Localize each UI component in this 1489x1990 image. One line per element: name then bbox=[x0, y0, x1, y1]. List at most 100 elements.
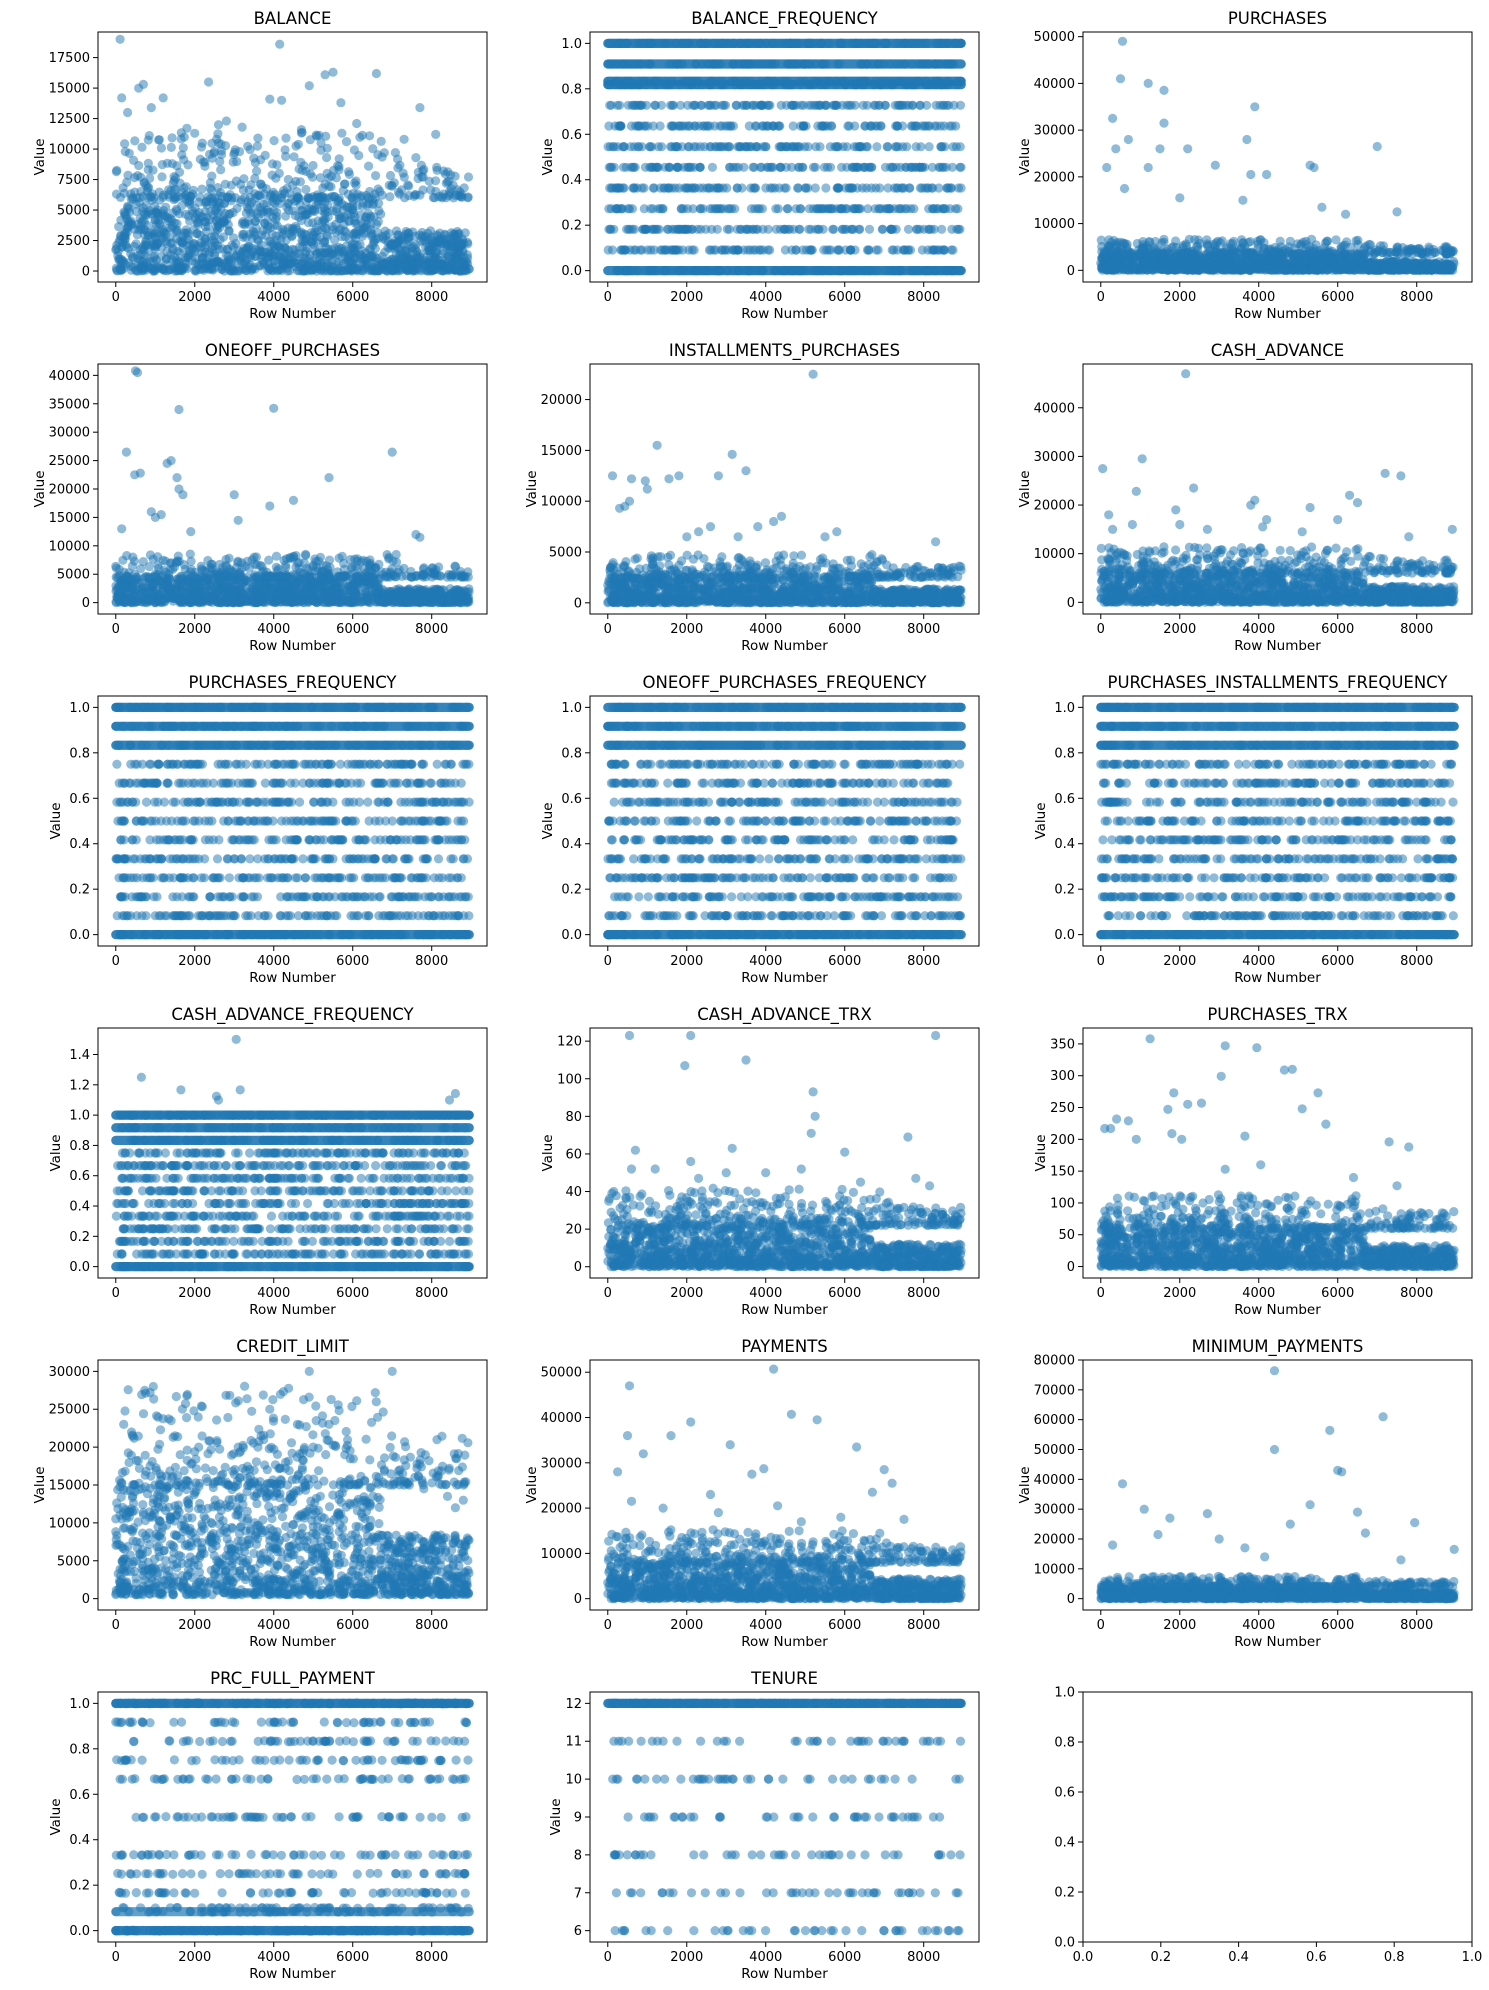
data-point bbox=[905, 76, 916, 86]
data-point bbox=[924, 142, 934, 152]
data-point bbox=[1196, 255, 1206, 265]
outlier-point bbox=[115, 34, 125, 44]
data-point bbox=[673, 162, 684, 172]
data-point bbox=[733, 142, 743, 152]
data-point bbox=[213, 257, 223, 267]
data-point bbox=[428, 192, 438, 203]
data-point bbox=[658, 204, 668, 214]
data-point bbox=[196, 238, 206, 248]
outlier-point bbox=[265, 94, 275, 104]
data-point bbox=[291, 262, 301, 272]
data-point bbox=[698, 204, 708, 214]
data-point bbox=[660, 266, 670, 276]
data-point bbox=[704, 183, 714, 193]
x-tick-label: 6000 bbox=[336, 290, 369, 305]
data-point bbox=[229, 250, 239, 260]
data-point bbox=[817, 59, 827, 69]
data-point bbox=[216, 165, 226, 175]
data-point bbox=[150, 201, 160, 211]
outlier-point bbox=[146, 103, 156, 113]
data-point bbox=[183, 211, 194, 221]
data-point bbox=[314, 192, 324, 202]
data-point bbox=[418, 185, 428, 195]
data-point bbox=[153, 208, 163, 218]
data-point bbox=[917, 245, 927, 255]
data-point bbox=[252, 166, 262, 176]
data-point bbox=[287, 232, 297, 242]
data-point bbox=[365, 131, 375, 141]
data-point bbox=[764, 100, 774, 110]
data-point bbox=[931, 38, 941, 49]
data-point bbox=[900, 59, 910, 69]
outlier-point bbox=[296, 125, 306, 135]
data-point bbox=[261, 184, 271, 194]
data-point bbox=[861, 183, 872, 193]
data-point bbox=[828, 224, 838, 234]
data-point bbox=[209, 148, 219, 158]
data-point bbox=[357, 130, 367, 140]
data-point bbox=[675, 100, 686, 110]
data-point bbox=[903, 245, 914, 255]
data-point bbox=[179, 132, 189, 142]
data-point bbox=[441, 193, 451, 203]
data-point bbox=[838, 266, 848, 276]
data-point bbox=[344, 169, 354, 179]
data-point bbox=[891, 76, 901, 86]
data-point bbox=[146, 209, 156, 219]
data-point bbox=[788, 121, 798, 131]
y-axis-label: Value bbox=[540, 138, 556, 175]
data-point bbox=[855, 266, 866, 276]
data-point bbox=[708, 38, 719, 49]
data-point bbox=[288, 206, 298, 216]
data-point bbox=[871, 183, 881, 193]
data-point bbox=[1368, 257, 1378, 267]
data-point bbox=[866, 162, 876, 172]
data-point bbox=[692, 76, 702, 86]
y-tick-label: 17500 bbox=[49, 51, 90, 66]
data-point bbox=[326, 244, 336, 254]
data-point bbox=[1248, 261, 1259, 272]
data-point bbox=[245, 253, 255, 263]
data-point bbox=[463, 172, 474, 182]
data-point bbox=[340, 179, 350, 189]
data-point bbox=[609, 162, 619, 172]
data-point bbox=[606, 59, 616, 69]
data-point bbox=[366, 231, 377, 241]
data-point bbox=[317, 225, 327, 235]
data-point bbox=[424, 244, 434, 254]
data-point bbox=[170, 218, 180, 228]
data-point bbox=[862, 59, 872, 69]
y-tick-label: 15000 bbox=[49, 82, 90, 97]
data-point bbox=[936, 142, 946, 152]
data-point bbox=[855, 142, 865, 152]
data-point bbox=[281, 133, 291, 143]
data-point bbox=[348, 188, 359, 198]
data-point bbox=[224, 226, 234, 236]
data-point bbox=[742, 224, 752, 234]
data-point bbox=[700, 142, 710, 152]
data-point bbox=[819, 162, 830, 172]
data-point bbox=[119, 188, 129, 198]
data-point bbox=[804, 224, 814, 234]
data-point bbox=[645, 59, 655, 69]
outlier-point bbox=[411, 153, 421, 163]
data-point bbox=[775, 162, 785, 172]
data-point bbox=[832, 76, 842, 86]
scatter-points bbox=[111, 34, 474, 276]
data-point bbox=[156, 231, 166, 241]
data-point bbox=[376, 209, 386, 219]
data-point bbox=[1397, 259, 1407, 269]
data-point bbox=[305, 169, 315, 179]
data-point bbox=[324, 173, 334, 183]
data-point bbox=[457, 240, 467, 251]
data-point bbox=[911, 142, 921, 152]
data-point bbox=[671, 38, 681, 49]
data-point bbox=[148, 165, 158, 175]
data-point bbox=[719, 204, 729, 214]
data-point bbox=[808, 162, 819, 172]
data-point bbox=[137, 263, 147, 273]
data-point bbox=[648, 183, 659, 193]
data-point bbox=[411, 246, 422, 256]
data-point bbox=[818, 224, 828, 234]
data-point bbox=[667, 76, 677, 86]
